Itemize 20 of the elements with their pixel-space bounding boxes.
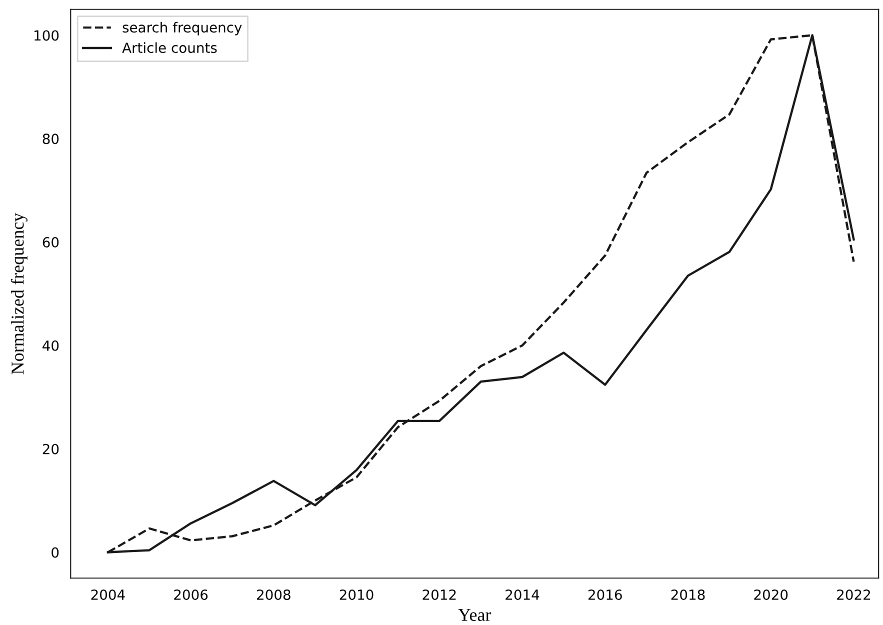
x-tick-label: 2018 <box>671 589 705 600</box>
x-tick-label: 2012 <box>422 589 456 600</box>
x-axis-title: Year <box>458 608 492 621</box>
legend-label: Article counts <box>122 42 217 54</box>
x-tick-label: 2016 <box>588 589 622 600</box>
x-tick-label: 2014 <box>506 589 540 600</box>
y-tick-label: 40 <box>42 340 59 351</box>
x-tick-label: 2004 <box>91 589 125 600</box>
x-tick-label: 2008 <box>257 589 290 600</box>
legend-label: search frequency <box>122 22 242 36</box>
y-tick-label: 0 <box>52 547 59 558</box>
x-tick-label: 2022 <box>837 589 870 600</box>
x-tick-label: 2020 <box>754 589 788 600</box>
y-tick-label: 60 <box>42 237 59 248</box>
y-tick-label: 80 <box>42 134 59 144</box>
x-tick-label: 2010 <box>340 589 374 600</box>
x-tick-label: 2006 <box>174 589 208 600</box>
y-tick-label: 100 <box>34 30 59 41</box>
y-tick-label: 20 <box>42 444 59 454</box>
y-axis-title: Normalized frequency <box>10 212 28 374</box>
